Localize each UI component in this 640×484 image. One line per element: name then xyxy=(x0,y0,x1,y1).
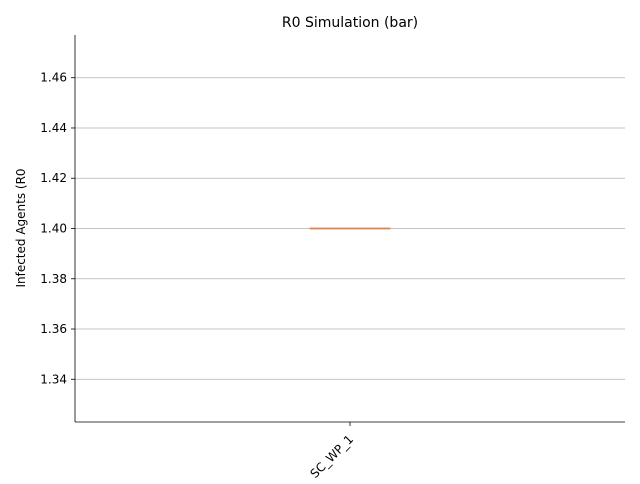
chart-title: R0 Simulation (bar) xyxy=(282,15,418,31)
tick-labels: 1.34 1.36 1.38 1.40 1.42 1.44 1.46 SC_WP_1 xyxy=(40,71,356,480)
y-tick-label: 1.34 xyxy=(40,372,67,386)
y-tick-label: 1.42 xyxy=(40,171,67,185)
y-tick-label: 1.44 xyxy=(40,121,67,135)
y-tick-label: 1.38 xyxy=(40,272,67,286)
y-tick-label: 1.46 xyxy=(40,71,67,85)
x-tick-label: SC_WP_1 xyxy=(308,432,357,480)
y-tick-label: 1.40 xyxy=(40,222,67,236)
y-axis-label: Infected Agents (R0 xyxy=(14,168,28,287)
y-tick-label: 1.36 xyxy=(40,322,67,336)
